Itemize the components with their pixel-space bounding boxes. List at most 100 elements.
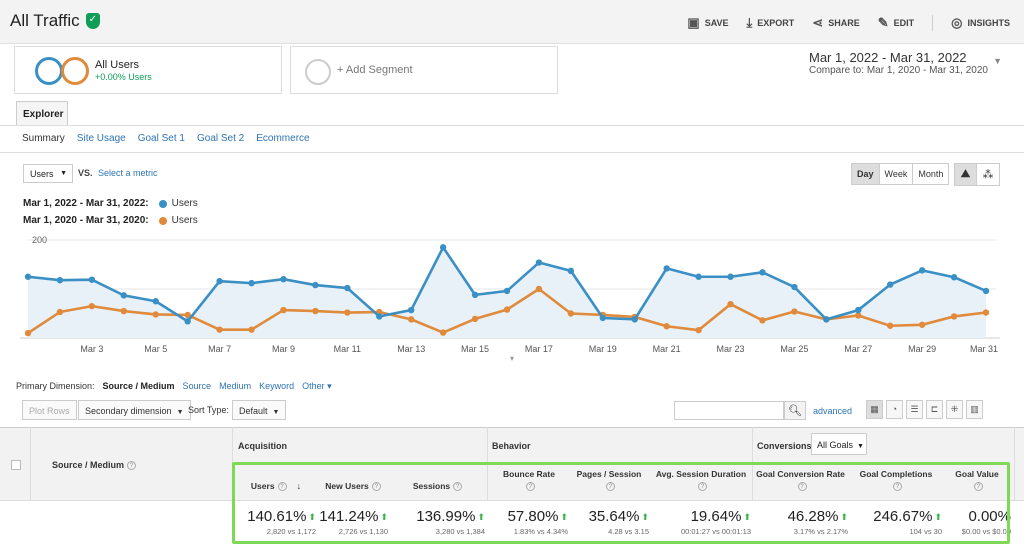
data-point-current <box>280 276 287 283</box>
primary-dimension-current: Source / Medium <box>102 381 175 391</box>
trend-up-icon: ⬆ <box>477 511 485 522</box>
dimension-link-keyword[interactable]: Keyword <box>259 381 295 391</box>
segment-all-users[interactable]: All Users +0.00% Users <box>14 46 282 94</box>
subtab-site-usage[interactable]: Site Usage <box>76 133 126 144</box>
time-month-button[interactable]: Month <box>918 169 944 179</box>
help-icon[interactable]: ? <box>974 482 983 492</box>
export-button[interactable]: ⤓ EXPORT <box>747 15 795 31</box>
metric-select-value: Users <box>30 169 54 179</box>
motion-chart-icon[interactable]: ⁂ <box>982 169 994 181</box>
subtab-ecommerce[interactable]: Ecommerce <box>256 133 310 144</box>
select-all-checkbox[interactable] <box>11 460 21 470</box>
dimension-link-medium[interactable]: Medium <box>219 381 252 391</box>
column-header-bounce-rate[interactable]: Bounce Rate? <box>490 468 568 492</box>
help-icon[interactable]: ? <box>127 461 137 471</box>
column-header-label: Sessions <box>412 481 451 491</box>
sort-descending-icon[interactable]: ↓ <box>296 481 302 491</box>
metric-cell: 46.28% ⬆ 3.17% vs 2.17% <box>753 508 848 536</box>
data-point-current <box>152 298 159 305</box>
metric-select[interactable]: Users ▼ <box>23 164 73 183</box>
page-title-text: All Traffic <box>10 11 80 30</box>
x-tick-label: Mar 5 <box>144 344 167 354</box>
metric-value: 46.28% ⬆ <box>753 508 848 525</box>
action-label: SHARE <box>828 18 860 28</box>
data-point-current <box>950 274 958 281</box>
column-header-goal-value[interactable]: Goal Value? <box>943 468 1011 492</box>
dimension-link-other[interactable]: Other ▾ <box>302 381 332 391</box>
group-behavior: Behavior <box>492 441 531 451</box>
column-header-label: Pages / Session <box>576 469 642 479</box>
metric-compare: 00:01:27 vs 00:01:13 <box>680 527 751 536</box>
advanced-filter-link[interactable]: advanced <box>813 406 853 416</box>
add-segment-circle-icon <box>305 59 331 85</box>
data-point-previous <box>695 326 702 334</box>
term-cloud-icon[interactable]: ⁜ <box>946 400 963 419</box>
add-segment-button[interactable]: + Add Segment <box>290 46 558 94</box>
metric-value: 136.99% ⬆ <box>390 508 485 525</box>
help-icon[interactable]: ? <box>698 482 707 492</box>
help-icon[interactable]: ? <box>606 482 615 492</box>
data-point-previous <box>120 307 128 315</box>
date-range-chevron-down-icon[interactable]: ▼ <box>993 56 1002 66</box>
data-point-current <box>56 276 64 284</box>
table-search-input[interactable] <box>674 401 784 420</box>
column-header-pages-session[interactable]: Pages / Session? <box>569 468 649 492</box>
help-icon[interactable]: ? <box>797 482 807 492</box>
help-icon[interactable]: ? <box>453 482 463 492</box>
subtab-goal-set-2[interactable]: Goal Set 2 <box>196 133 245 144</box>
date-range-main: Mar 1, 2022 - Mar 31, 2022 <box>809 50 967 65</box>
x-tick-label: Mar 11 <box>334 344 361 354</box>
plot-rows-button[interactable]: Plot Rows <box>22 400 77 420</box>
table-row <box>0 500 1024 544</box>
column-header-goal-completions[interactable]: Goal Completions? <box>850 468 942 492</box>
metric-value: 140.61% ⬆ <box>236 508 316 525</box>
tab-explorer[interactable]: Explorer <box>16 101 68 125</box>
data-point-current <box>791 283 798 291</box>
line-chart-icon[interactable]: ⛰ <box>955 164 977 185</box>
help-icon[interactable]: ? <box>277 482 287 492</box>
share-button[interactable]: ⋖ SHARE <box>812 15 859 31</box>
help-icon[interactable]: ? <box>526 482 535 492</box>
trend-up-icon: ⬆ <box>743 511 751 522</box>
column-header-users[interactable]: Users? ↓ <box>236 480 316 492</box>
data-point-current <box>823 316 830 323</box>
column-header-new-users[interactable]: New Users? <box>318 480 388 492</box>
dimension-column-header[interactable]: Source / Medium? <box>52 460 137 471</box>
time-week-button[interactable]: Week <box>880 164 914 184</box>
select-metric-link[interactable]: Select a metric <box>98 168 158 178</box>
time-day-button[interactable]: Day <box>852 164 880 184</box>
data-point-current <box>695 273 702 280</box>
secondary-dimension-select[interactable]: Secondary dimension ▼ <box>78 400 191 420</box>
column-header-sessions[interactable]: Sessions? <box>390 480 485 492</box>
comparison-icon[interactable]: ⊏ <box>926 400 943 419</box>
column-header-goal-conversion-rate[interactable]: Goal Conversion Rate? <box>753 468 848 492</box>
compare-range: Mar 1, 2020 - Mar 31, 2020 <box>866 65 988 76</box>
column-header-avg-session-duration[interactable]: Avg. Session Duration? <box>651 468 751 492</box>
data-point-current <box>503 287 511 295</box>
pie-chart-icon[interactable]: ◔ <box>886 400 903 419</box>
save-button[interactable]: ▣ SAVE <box>687 15 728 31</box>
help-icon[interactable]: ? <box>371 482 381 492</box>
insights-button[interactable]: ◎ INSIGHTS <box>951 15 1010 31</box>
search-icon[interactable]: 🔍︎ <box>784 401 806 420</box>
dimension-link-source[interactable]: Source <box>182 381 212 391</box>
sort-type-select[interactable]: Default ▼ <box>232 400 287 420</box>
legend-dot-blue <box>158 199 167 208</box>
help-icon[interactable]: ? <box>893 482 902 492</box>
pivot-icon[interactable]: ▥ <box>966 400 983 419</box>
metric-compare: 3.17% vs 2.17% <box>793 527 848 536</box>
subtab-summary[interactable]: Summary <box>22 133 65 144</box>
edit-button[interactable]: ✎ EDIT <box>878 15 914 31</box>
subtab-goal-set-1[interactable]: Goal Set 1 <box>137 133 185 144</box>
x-tick-label: Mar 19 <box>589 344 617 354</box>
metric-value: 19.64% ⬆ <box>651 508 751 525</box>
date-range-picker[interactable]: Mar 1, 2022 - Mar 31, 2022 Compare to: M… <box>809 50 988 76</box>
performance-bar-icon[interactable]: ☰ <box>906 400 923 419</box>
x-tick-label: Mar 25 <box>780 344 808 354</box>
data-table-icon[interactable]: ▦ <box>866 400 883 419</box>
metric-cell: 141.24% ⬆ 2,726 vs 1,130 <box>318 508 388 536</box>
legend-previous: Mar 1, 2020 - Mar 31, 2020: Users <box>23 215 198 226</box>
data-point-current <box>439 244 447 251</box>
conversions-goal-select[interactable]: All Goals ▼ <box>811 433 867 455</box>
data-point-current <box>535 259 543 266</box>
